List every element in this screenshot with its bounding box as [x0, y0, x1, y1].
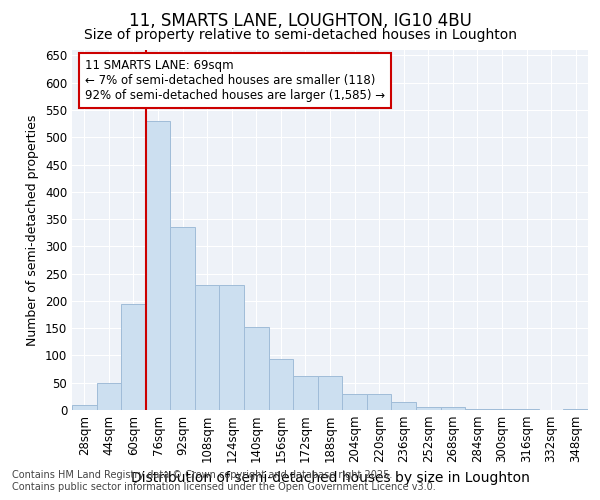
Bar [220, 284, 244, 410]
Bar [440, 408, 465, 410]
Bar [293, 376, 318, 410]
Bar [391, 402, 416, 410]
Bar [269, 360, 293, 410]
Bar [318, 376, 342, 410]
Bar [465, 409, 490, 410]
Text: Contains public sector information licensed under the Open Government Licence v3: Contains public sector information licen… [12, 482, 436, 492]
Text: Size of property relative to semi-detached houses in Loughton: Size of property relative to semi-detach… [83, 28, 517, 42]
Bar [72, 404, 97, 410]
Bar [97, 382, 121, 410]
Bar [146, 121, 170, 410]
Bar [195, 284, 220, 410]
X-axis label: Distribution of semi-detached houses by size in Loughton: Distribution of semi-detached houses by … [131, 471, 529, 485]
Text: 11 SMARTS LANE: 69sqm
← 7% of semi-detached houses are smaller (118)
92% of semi: 11 SMARTS LANE: 69sqm ← 7% of semi-detac… [85, 59, 385, 102]
Bar [367, 394, 391, 410]
Text: 11, SMARTS LANE, LOUGHTON, IG10 4BU: 11, SMARTS LANE, LOUGHTON, IG10 4BU [128, 12, 472, 30]
Bar [121, 304, 146, 410]
Y-axis label: Number of semi-detached properties: Number of semi-detached properties [26, 114, 40, 346]
Text: Contains HM Land Registry data © Crown copyright and database right 2025.: Contains HM Land Registry data © Crown c… [12, 470, 392, 480]
Bar [563, 409, 588, 410]
Bar [170, 228, 195, 410]
Bar [416, 408, 440, 410]
Bar [244, 327, 269, 410]
Bar [342, 394, 367, 410]
